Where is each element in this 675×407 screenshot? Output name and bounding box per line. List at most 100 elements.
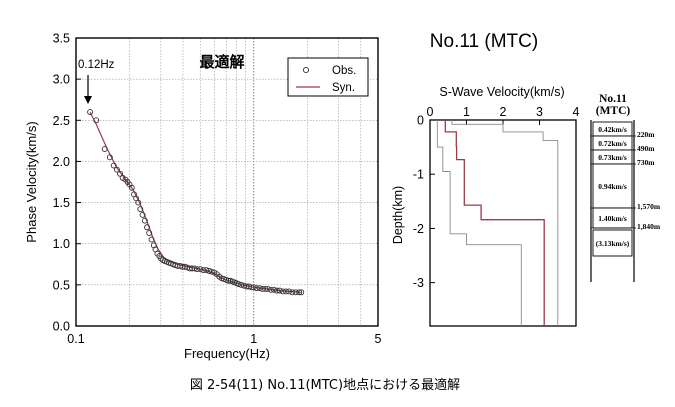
obs-point xyxy=(264,286,271,292)
obs-point xyxy=(128,184,135,191)
obs-point xyxy=(139,211,146,218)
vs-x-tick-label: 3 xyxy=(536,105,543,119)
obs-point xyxy=(101,146,108,153)
obs-series xyxy=(87,109,305,296)
frequency-annotation-label: 0.12Hz xyxy=(78,59,115,71)
obs-point xyxy=(114,166,120,173)
obs-point xyxy=(248,284,255,291)
layer-velocity-label: 0.42km/s xyxy=(598,125,627,134)
obs-point xyxy=(292,289,299,296)
dispersion-plot: 0.0 0.5 1.0 1.5 2.0 2.5 3.0 3.5 0.1 1 5 Frequency… xyxy=(24,32,382,362)
vs-x-tick-label: 4 xyxy=(573,105,580,119)
obs-point xyxy=(119,174,126,181)
dispersion-x-tick-label: 0.1 xyxy=(67,332,84,346)
obs-point xyxy=(200,267,207,273)
dispersion-x-axis-label: Frequency(Hz) xyxy=(184,346,270,361)
layer-table-title-line2: (MTC) xyxy=(596,105,631,117)
obs-point xyxy=(280,288,286,295)
dispersion-y-axis-label: Phase Velocity(km/s) xyxy=(24,121,39,242)
obs-point xyxy=(253,285,260,292)
layer-table-rows: 0.42km/s 220m 0.72km/s 490m 0.73km/s 730m 0.94… xyxy=(590,120,661,282)
obs-point xyxy=(225,277,232,284)
dispersion-y-tick-label: 2.0 xyxy=(53,155,70,169)
dispersion-x-tick-label: 1 xyxy=(250,332,257,346)
dispersion-x-tick-label: 5 xyxy=(375,332,382,346)
obs-point xyxy=(271,286,277,293)
dispersion-x-axis-ticks: 0.1 1 5 xyxy=(67,332,381,346)
obs-point xyxy=(135,199,142,206)
obs-point xyxy=(238,281,245,288)
obs-point xyxy=(148,236,155,243)
vs-profile-y-axis-label: Depth(km) xyxy=(391,186,405,244)
syn-curve-line xyxy=(89,111,302,293)
obs-point xyxy=(256,285,263,292)
layer-depth-label: 220m xyxy=(637,130,655,139)
dispersion-plot-frame xyxy=(75,37,379,327)
layer-depth-label: 490m xyxy=(637,144,655,153)
layer-table-title-line1: No.11 xyxy=(599,93,627,105)
legend-obs-marker xyxy=(302,66,310,74)
dispersion-y-tick-label: 1.0 xyxy=(53,237,70,251)
legend-obs-label: Obs. xyxy=(332,65,356,77)
obs-point xyxy=(194,266,201,273)
dispersion-y-tick-label: 3.0 xyxy=(53,73,70,87)
obs-point xyxy=(296,289,303,296)
vs-y-tick-label: -2 xyxy=(413,222,424,236)
obs-point xyxy=(144,224,150,231)
layer-velocity-label: (3.13km/s) xyxy=(596,239,630,248)
station-title: No.11 (MTC) xyxy=(430,31,538,52)
vs-y-tick-label: -1 xyxy=(413,168,424,182)
obs-point xyxy=(289,289,296,296)
legend-frame xyxy=(287,57,369,97)
obs-point xyxy=(203,267,210,273)
obs-point xyxy=(298,289,305,296)
dispersion-y-axis-ticks: 0.0 0.5 1.0 1.5 2.0 2.5 3.0 3.5 xyxy=(53,32,81,334)
layer-depth-label: 1,840m xyxy=(637,222,661,231)
obs-point xyxy=(191,265,198,272)
layer-velocity-label: 0.94km/s xyxy=(598,182,627,191)
layer-velocity-label: 1.40km/s xyxy=(598,214,627,223)
layer-depth-label: 730m xyxy=(637,158,655,167)
vs-profile-upper-bound-line xyxy=(451,120,559,326)
layer-velocity-box xyxy=(592,163,633,209)
obs-point xyxy=(262,286,269,292)
frequency-annotation-arrow xyxy=(84,75,92,104)
obs-point xyxy=(141,217,148,224)
vs-profile-frame xyxy=(429,119,577,327)
dispersion-y-tick-label: 0.0 xyxy=(53,320,70,334)
vs-profile-x-axis-ticks: 0 1 2 3 4 xyxy=(427,105,580,125)
dispersion-y-tick-label: 3.5 xyxy=(53,32,70,46)
obs-point xyxy=(273,287,280,294)
vs-x-tick-label: 0 xyxy=(427,105,434,119)
vs-profile-plot: S-Wave Velocity(km/s) 0 1 2 3 4 0 -1 -2 -3 Dept… xyxy=(391,85,580,327)
vs-x-tick-label: 2 xyxy=(500,105,507,119)
obs-point xyxy=(117,170,124,177)
obs-point xyxy=(87,109,94,116)
obs-point xyxy=(268,286,274,293)
vs-x-tick-label: 1 xyxy=(463,105,470,119)
figure-caption: 図 2-54(11) No.11(MTC)地点における最適解 xyxy=(190,377,460,393)
layer-velocity-label: 0.73km/s xyxy=(598,153,627,162)
obs-point xyxy=(206,267,212,274)
obs-point xyxy=(106,154,113,161)
dispersion-title: 最適解 xyxy=(199,53,244,71)
layer-table: No.11 (MTC) 0.42km/s 220m 0.72km/s 490m 0.73… xyxy=(590,93,661,282)
vs-profile-lower-bound-line xyxy=(436,120,522,326)
vs-profile-series xyxy=(436,120,559,326)
dispersion-y-tick-label: 0.5 xyxy=(53,278,70,292)
obs-point xyxy=(286,288,293,295)
obs-point xyxy=(110,162,117,169)
syn-series xyxy=(89,111,302,293)
vs-profile-y-axis-ticks: 0 -1 -2 -3 xyxy=(413,114,435,290)
dispersion-legend: Obs. Syn. xyxy=(287,57,369,97)
vs-profile-title: S-Wave Velocity(km/s) xyxy=(439,85,564,99)
obs-point xyxy=(137,206,144,213)
layer-depth-label: 1,570m xyxy=(637,202,661,211)
obs-point xyxy=(197,266,204,273)
dispersion-y-tick-label: 2.5 xyxy=(53,114,70,128)
obs-point xyxy=(208,268,215,275)
obs-point xyxy=(146,230,153,236)
vs-profile-best-line xyxy=(444,120,545,326)
vs-y-tick-label: -3 xyxy=(413,276,424,290)
